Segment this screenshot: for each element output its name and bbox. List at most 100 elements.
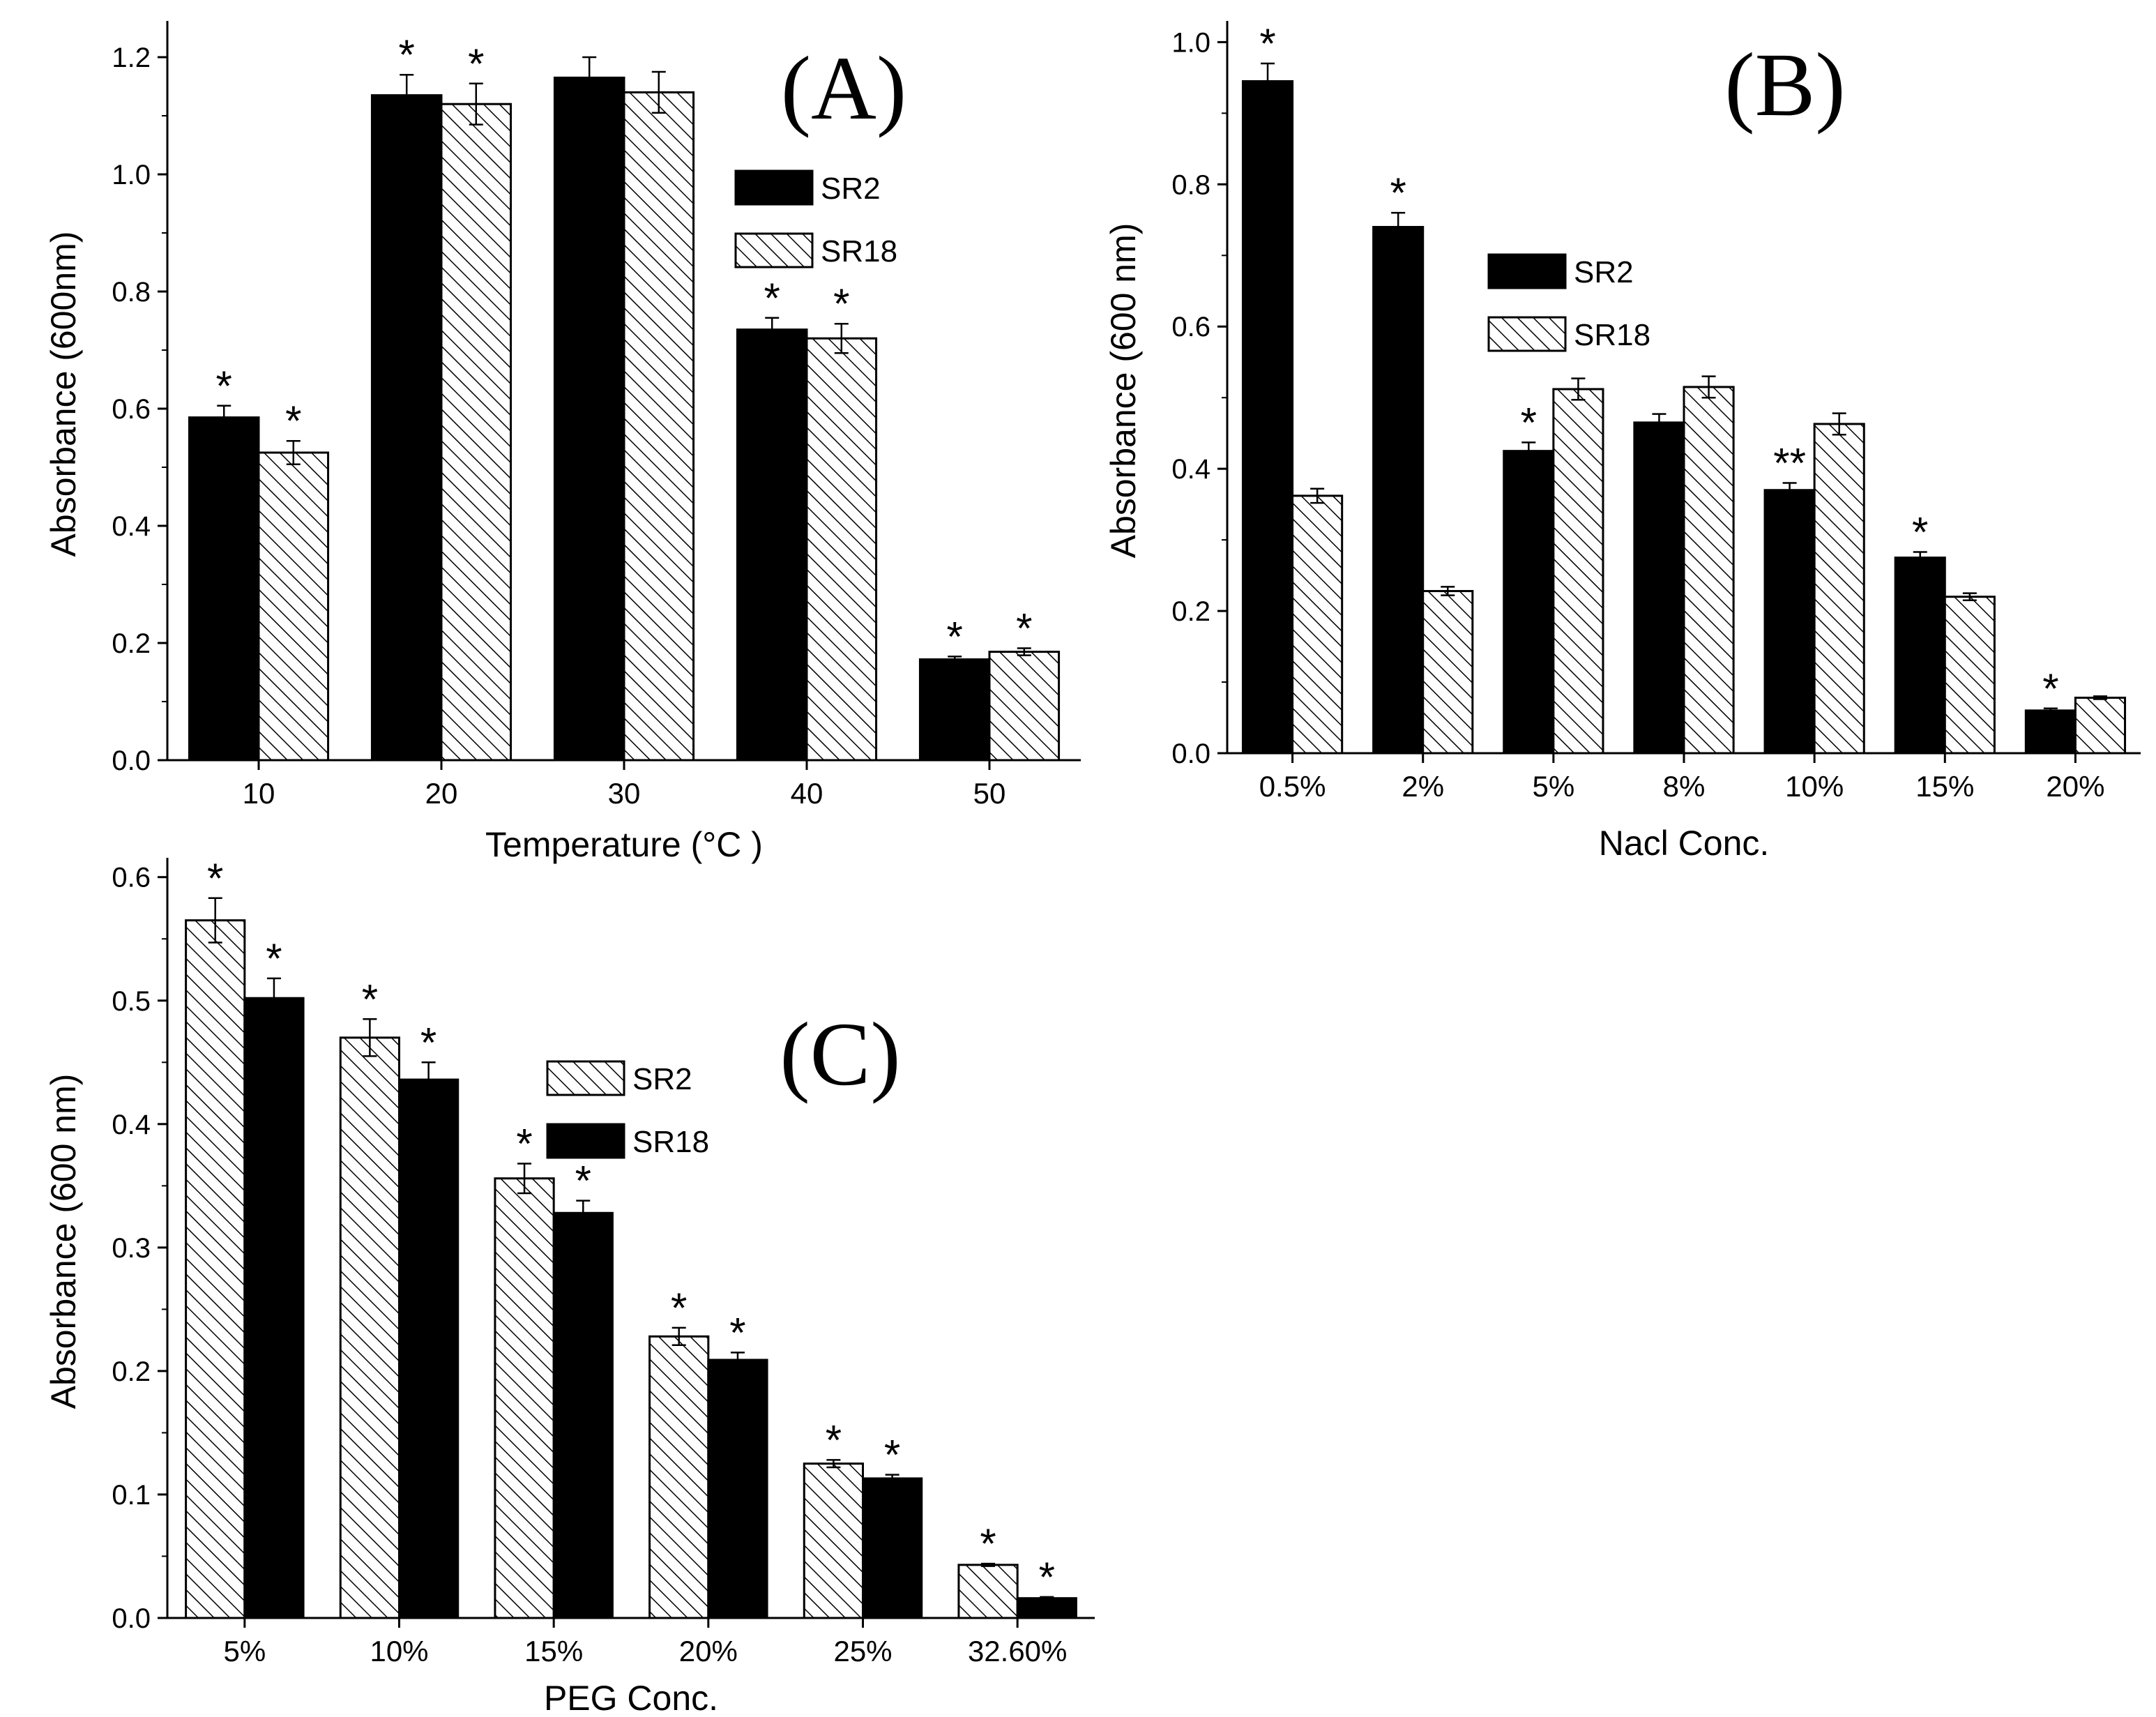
legend-swatch-sr2 (546, 1060, 625, 1096)
y-tick-label: 0.6 (112, 394, 151, 425)
legend-label: SR18 (1574, 318, 1650, 352)
y-tick-label: 0.8 (1171, 169, 1210, 200)
bar-sr18 (243, 997, 305, 1619)
bar-sr2 (370, 94, 443, 762)
significance-mark: * (468, 40, 484, 87)
bar-sr2 (553, 76, 625, 762)
bar-sr2 (185, 919, 246, 1619)
y-tick-label: 0.0 (112, 1603, 151, 1634)
x-tick-label: 10% (1785, 770, 1844, 803)
significance-mark: * (516, 1120, 532, 1167)
significance-mark: * (575, 1158, 591, 1204)
x-tick-label: 15% (524, 1635, 583, 1667)
x-tick-label: 20 (425, 777, 458, 810)
bar-sr2 (494, 1177, 555, 1619)
x-tick-label: 30 (608, 777, 641, 810)
bar-sr18 (398, 1078, 460, 1619)
legend-swatch-sr18 (734, 232, 814, 268)
significance-mark: * (729, 1309, 745, 1356)
bar-sr2 (1894, 557, 1946, 755)
y-tick-label: 0.3 (112, 1233, 151, 1264)
x-tick-label: 15% (1915, 770, 1974, 803)
significance-mark: * (266, 935, 282, 982)
bar-sr18 (2074, 696, 2127, 755)
bar-sr18 (707, 1359, 768, 1619)
panel-label: (C) (780, 1004, 900, 1105)
significance-mark: ** (1773, 440, 1806, 487)
significance-mark: * (216, 363, 232, 409)
bar-sr2 (1241, 80, 1294, 755)
panel-a-chart: 0.0 0.2 0.4 0.6 0.8 1.0 1.2 10 * * 20 * * 30 40 * * 50 * * T… (44, 21, 1081, 864)
x-tick-label: 20% (679, 1635, 738, 1667)
significance-mark: * (1912, 508, 1928, 555)
legend-label: SR2 (632, 1062, 692, 1096)
bar-sr2 (339, 1036, 400, 1619)
x-tick-label: 8% (1663, 770, 1706, 803)
x-tick-label: 32.60% (968, 1635, 1067, 1667)
x-tick-label: 2% (1402, 770, 1444, 803)
significance-mark: * (1259, 20, 1275, 67)
significance-mark: * (764, 275, 780, 322)
y-tick-label: 1.0 (112, 160, 151, 190)
bar-sr18 (1291, 494, 1344, 755)
x-tick-label: 50 (973, 777, 1006, 810)
significance-mark: * (1521, 399, 1537, 446)
bar-sr2 (648, 1335, 710, 1619)
significance-mark: * (1039, 1554, 1055, 1601)
y-tick-label: 0.2 (1171, 596, 1210, 627)
y-tick-label: 0.4 (112, 1110, 151, 1140)
x-axis-label: PEG Conc. (544, 1679, 718, 1717)
y-tick-label: 0.6 (112, 863, 151, 893)
y-tick-label: 0.6 (1171, 312, 1210, 342)
significance-mark: * (420, 1019, 436, 1066)
bar-sr2 (188, 416, 260, 762)
y-tick-label: 1.2 (112, 43, 151, 73)
x-tick-label: 0.5% (1259, 770, 1326, 803)
bar-sr18 (1552, 388, 1604, 755)
legend-swatch-sr2 (1487, 253, 1567, 289)
significance-mark: * (947, 613, 963, 660)
panel-label: (A) (781, 38, 906, 139)
x-tick-label: 5% (223, 1635, 266, 1667)
panel-c-chart: 0.0 0.1 0.2 0.3 0.4 0.5 0.6 5% * * 10% * * 15% * * 20% * *… (44, 855, 1095, 1717)
legend-swatch-sr2 (734, 169, 814, 206)
y-tick-label: 0.1 (112, 1480, 151, 1511)
y-tick-label: 0.5 (112, 986, 151, 1017)
y-axis-label: Absorbance (600 nm) (44, 1074, 83, 1409)
significance-mark: * (671, 1285, 687, 1331)
x-tick-label: 10 (243, 777, 275, 810)
legend-label: SR2 (1574, 255, 1634, 289)
legend-swatch-sr18 (546, 1123, 625, 1159)
legend-swatch-sr18 (1487, 316, 1567, 352)
bar-sr18 (552, 1211, 614, 1619)
significance-mark: * (285, 398, 301, 444)
y-axis-label: Absorbance (600 nm) (1104, 223, 1143, 559)
bar-sr18 (805, 337, 878, 762)
bar-sr18 (1422, 590, 1474, 755)
x-tick-label: 20% (2046, 770, 2104, 803)
significance-mark: * (2042, 665, 2058, 712)
y-axis-label: Absorbance (600nm) (44, 232, 83, 557)
bar-sr2 (918, 658, 991, 762)
y-tick-label: 0.0 (112, 746, 151, 776)
significance-mark: * (399, 31, 415, 78)
significance-mark: * (1390, 169, 1406, 216)
x-tick-label: 5% (1533, 770, 1575, 803)
x-axis-label: Nacl Conc. (1599, 824, 1770, 863)
y-tick-label: 0.4 (112, 511, 151, 542)
legend-label: SR18 (632, 1125, 709, 1159)
bar-sr18 (862, 1477, 923, 1619)
x-tick-label: 25% (833, 1635, 892, 1667)
y-tick-label: 0.4 (1171, 454, 1210, 485)
panel-b-chart: 0.00.20.40.60.81.00.5%*2%*5%*8% 10%**15%*… (1104, 20, 2141, 863)
bar-sr18 (1016, 1597, 1077, 1619)
x-tick-label: 10% (370, 1635, 428, 1667)
bar-sr2 (1503, 450, 1555, 755)
significance-mark: * (980, 1520, 996, 1567)
significance-mark: * (884, 1432, 900, 1478)
bar-sr18 (1813, 423, 1865, 755)
significance-mark: * (362, 976, 378, 1022)
significance-mark: * (207, 855, 223, 902)
bar-sr2 (1633, 421, 1685, 755)
